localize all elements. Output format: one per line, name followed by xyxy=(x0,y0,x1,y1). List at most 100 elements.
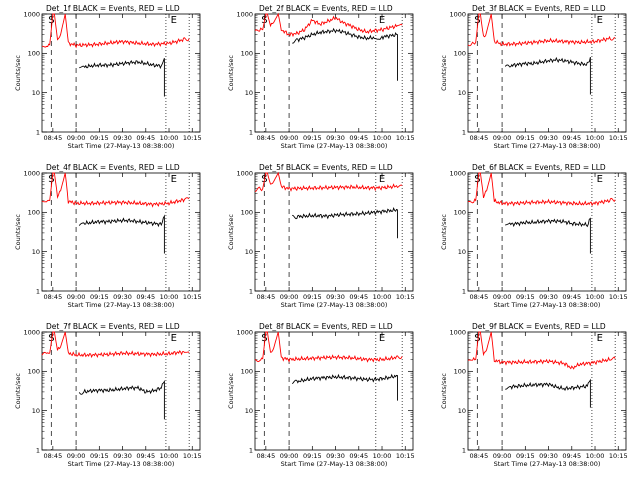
panel-title: Det_6f BLACK = Events, RED = LLD xyxy=(472,163,606,172)
x-tick-label: 09:15 xyxy=(516,293,535,301)
panel-title: Det_9f BLACK = Events, RED = LLD xyxy=(472,322,606,331)
x-tick-label: 09:15 xyxy=(90,293,109,301)
panel-det-6f: Det_6f BLACK = Events, RED = LLD 1 10 100 10… xyxy=(440,163,628,309)
events-series-line xyxy=(78,380,165,420)
events-series-line xyxy=(292,27,398,81)
start-marker: S xyxy=(48,15,54,26)
panel-title: Det_7f BLACK = Events, RED = LLD xyxy=(46,322,180,331)
x-tick-label: 08:45 xyxy=(256,452,275,460)
panel-det-2f: Det_2f BLACK = Events, RED = LLD 1 10 100 10… xyxy=(227,4,415,150)
y-axis-label: Counts/sec xyxy=(440,55,448,91)
events-series-line xyxy=(505,217,591,254)
y-tick-label: 1000 xyxy=(236,10,253,18)
x-tick-label: 09:00 xyxy=(280,134,299,142)
y-tick-label: 1000 xyxy=(23,328,40,336)
plot-frame xyxy=(467,172,627,292)
panel-title: Det_5f BLACK = Events, RED = LLD xyxy=(259,163,393,172)
plot-frame xyxy=(41,331,201,451)
x-tick-label: 09:00 xyxy=(493,293,512,301)
x-tick-label: 09:30 xyxy=(539,293,558,301)
lld-series-line xyxy=(467,331,616,370)
plot-frame xyxy=(254,172,414,292)
y-tick-label: 1000 xyxy=(449,328,466,336)
lld-series-line xyxy=(41,172,190,208)
y-axis-label: Counts/sec xyxy=(227,373,235,409)
y-tick-label: 100 xyxy=(241,209,253,217)
x-tick-label: 09:15 xyxy=(90,452,109,460)
panel-title: Det_8f BLACK = Events, RED = LLD xyxy=(259,322,393,331)
x-tick-label: 10:15 xyxy=(609,134,628,142)
lld-series-line xyxy=(254,331,403,363)
start-marker: S xyxy=(474,15,480,26)
x-axis-label: Start Time (27-May-13 08:38:00) xyxy=(494,142,601,150)
x-tick-label: 09:15 xyxy=(303,452,322,460)
end-marker: E xyxy=(171,174,177,185)
y-tick-label: 10 xyxy=(458,89,466,97)
x-tick-label: 08:45 xyxy=(43,452,62,460)
start-marker: S xyxy=(474,333,480,344)
y-tick-label: 1000 xyxy=(23,10,40,18)
plot-frame xyxy=(254,331,414,451)
x-tick-label: 10:15 xyxy=(183,293,202,301)
end-marker: E xyxy=(597,174,603,185)
y-tick-label: 1 xyxy=(249,287,253,295)
y-tick-label: 10 xyxy=(458,407,466,415)
end-marker: E xyxy=(379,174,385,185)
x-tick-label: 09:30 xyxy=(539,452,558,460)
panel-title: Det_4f BLACK = Events, RED = LLD xyxy=(46,163,180,172)
x-axis-label: Start Time (27-May-13 08:38:00) xyxy=(68,460,175,468)
y-tick-label: 100 xyxy=(28,368,40,376)
y-tick-label: 1000 xyxy=(236,169,253,177)
x-tick-label: 09:45 xyxy=(136,134,155,142)
panel-det-5f: Det_5f BLACK = Events, RED = LLD 1 10 100 10… xyxy=(227,163,415,309)
end-marker: E xyxy=(379,333,385,344)
events-series-line xyxy=(291,373,398,401)
lld-series-line xyxy=(467,13,616,47)
plot-frame xyxy=(467,331,627,451)
panel-title: Det_3f BLACK = Events, RED = LLD xyxy=(472,4,606,13)
x-tick-label: 09:45 xyxy=(136,293,155,301)
y-tick-label: 100 xyxy=(28,50,40,58)
x-tick-label: 09:30 xyxy=(326,452,345,460)
y-tick-label: 100 xyxy=(241,50,253,58)
lld-series-line xyxy=(41,13,190,49)
x-tick-label: 10:00 xyxy=(160,293,179,301)
x-tick-label: 08:45 xyxy=(256,134,275,142)
events-series-line xyxy=(79,58,165,97)
x-axis-label: Start Time (27-May-13 08:38:00) xyxy=(494,460,601,468)
x-axis-label: Start Time (27-May-13 08:38:00) xyxy=(281,301,388,309)
y-axis-label: Counts/sec xyxy=(440,373,448,409)
x-tick-label: 10:00 xyxy=(586,452,605,460)
x-tick-label: 09:15 xyxy=(516,134,535,142)
end-marker: E xyxy=(171,15,177,26)
x-tick-label: 09:15 xyxy=(303,134,322,142)
x-axis-label: Start Time (27-May-13 08:38:00) xyxy=(494,301,601,309)
y-axis-label: Counts/sec xyxy=(227,55,235,91)
x-tick-label: 09:00 xyxy=(493,134,512,142)
x-tick-label: 08:45 xyxy=(469,134,488,142)
x-tick-label: 08:45 xyxy=(469,452,488,460)
x-tick-label: 08:45 xyxy=(469,293,488,301)
events-series-line xyxy=(505,378,591,408)
y-tick-label: 100 xyxy=(28,209,40,217)
y-tick-label: 10 xyxy=(245,89,253,97)
x-tick-label: 10:00 xyxy=(373,134,392,142)
panel-det-8f: Det_8f BLACK = Events, RED = LLD 1 10 100 10… xyxy=(227,322,415,468)
y-tick-label: 10 xyxy=(245,407,253,415)
x-tick-label: 09:45 xyxy=(562,134,581,142)
lld-series-line xyxy=(254,12,403,38)
x-tick-label: 10:15 xyxy=(396,452,415,460)
lld-series-line xyxy=(467,172,616,207)
plot-frame xyxy=(254,13,414,133)
y-tick-label: 1 xyxy=(36,446,40,454)
y-tick-label: 1000 xyxy=(236,328,253,336)
y-tick-label: 10 xyxy=(32,89,40,97)
x-tick-label: 09:00 xyxy=(493,452,512,460)
panel-det-9f: Det_9f BLACK = Events, RED = LLD 1 10 100 10… xyxy=(440,322,628,468)
x-axis-label: Start Time (27-May-13 08:38:00) xyxy=(68,301,175,309)
start-marker: S xyxy=(261,333,267,344)
x-tick-label: 09:30 xyxy=(326,293,345,301)
y-axis-label: Counts/sec xyxy=(14,214,22,250)
x-tick-label: 09:30 xyxy=(539,134,558,142)
x-tick-label: 10:15 xyxy=(609,293,628,301)
